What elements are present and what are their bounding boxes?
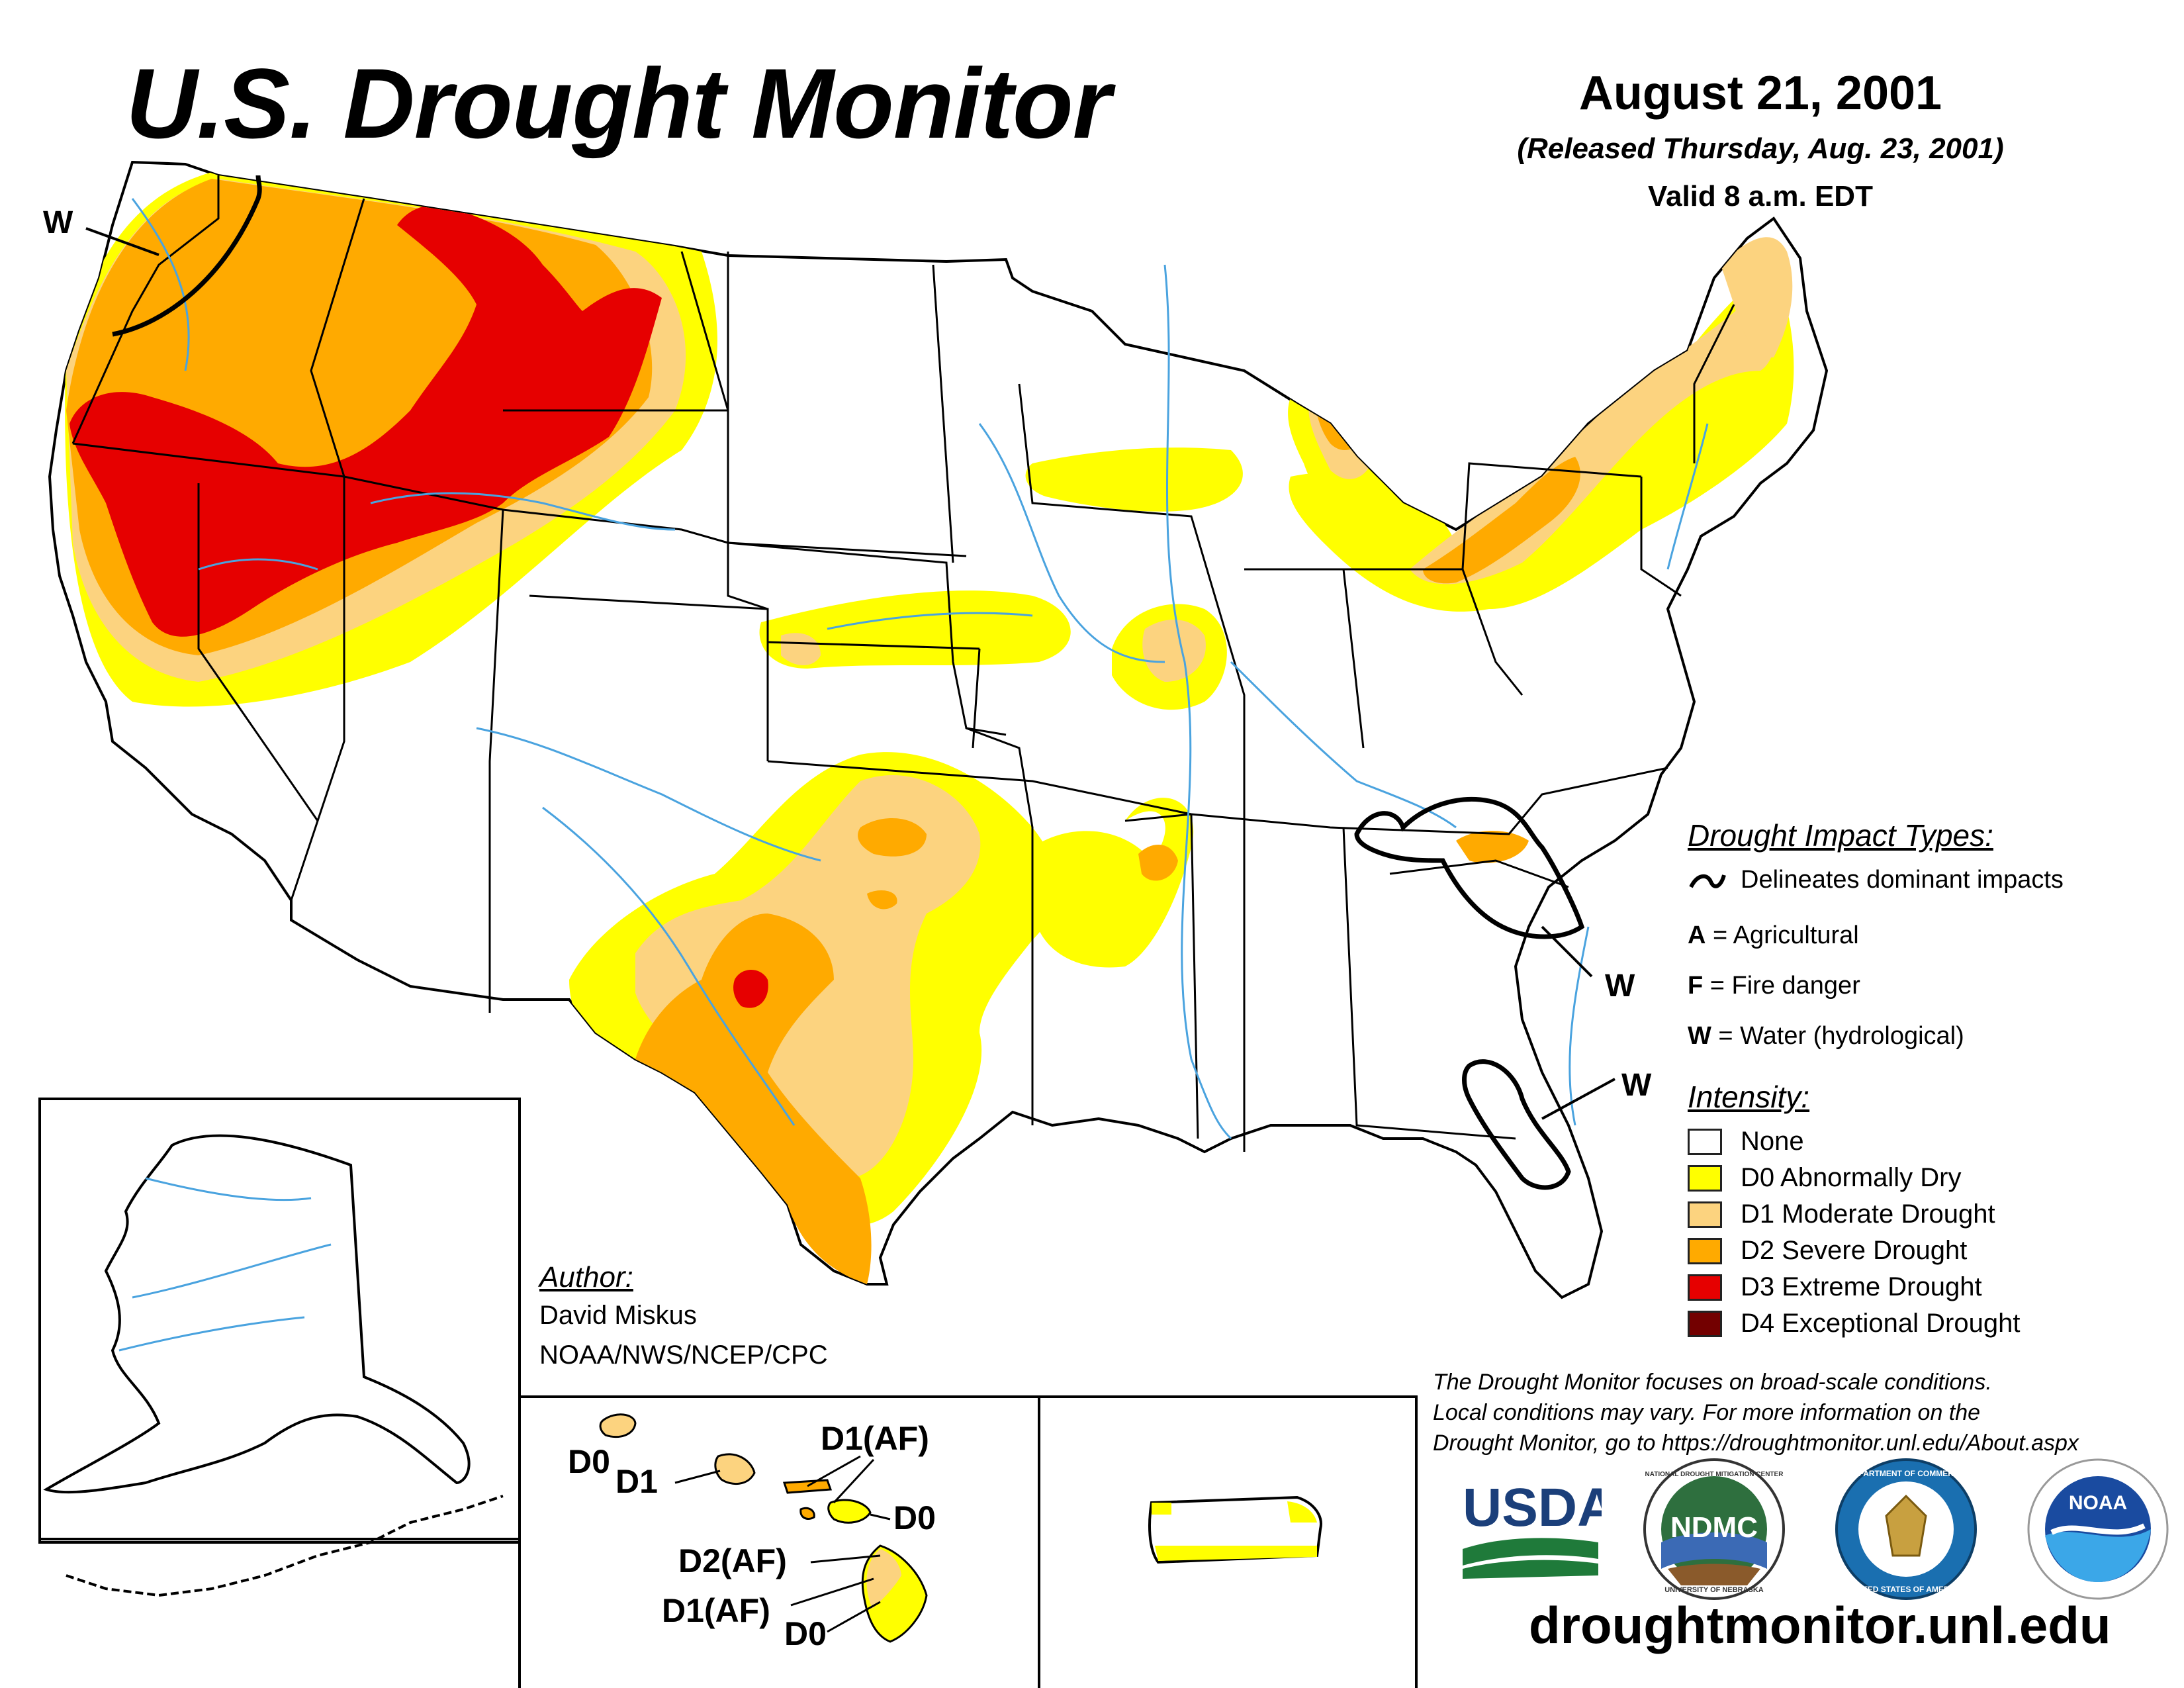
usda-logo: USDA (1463, 1477, 1602, 1579)
w-leader-carolinas (1541, 925, 1593, 978)
d2-oklahoma-area (858, 818, 927, 857)
intensity-label-d1: D1 Moderate Drought (1741, 1199, 1995, 1229)
hawaii-label-molokai: D1(AF) (821, 1420, 929, 1457)
intensity-label-d4: D4 Exceptional Drought (1741, 1309, 2021, 1338)
website-url: droughtmonitor.unl.edu (1529, 1596, 2111, 1654)
intensity-heading: Intensity: (1688, 1080, 1810, 1114)
hawaii-inset-frame (518, 1395, 1040, 1688)
alaska-shape (43, 1134, 471, 1494)
d0-kansas-area (759, 590, 1071, 669)
w-leader-washington (85, 227, 159, 256)
d2-northeast-area (1423, 457, 1580, 584)
swatch-d2 (1688, 1238, 1722, 1264)
hawaii-label-oahu: D1 (615, 1463, 658, 1500)
impact-row-water: W = Water (hydrological) (1688, 1022, 1964, 1050)
rivers (131, 198, 1709, 1140)
d1-maine-area (1721, 237, 1793, 357)
swatch-d1 (1688, 1201, 1722, 1228)
hawaii-label-big-island-d1: D1(AF) (662, 1592, 770, 1629)
d0-arkansas-area (1032, 798, 1194, 968)
swatch-none (1688, 1129, 1722, 1155)
intensity-label-d0: D0 Abnormally Dry (1741, 1163, 1962, 1192)
svg-text:DEPARTMENT OF COMMERCE: DEPARTMENT OF COMMERCE (1847, 1469, 1964, 1478)
disclaimer: The Drought Monitor focuses on broad-sca… (1433, 1370, 2079, 1456)
impact-boundary-key-icon (1689, 874, 1726, 888)
impact-boundary-washington (112, 175, 262, 337)
intensity-label-none: None (1741, 1127, 1804, 1156)
swatch-d0 (1688, 1165, 1722, 1192)
hawaii-maui (827, 1499, 872, 1524)
hawaii-oahu (714, 1453, 756, 1485)
d2-carolina-area (1456, 831, 1529, 863)
svg-text:UNIVERSITY OF NEBRASKA: UNIVERSITY OF NEBRASKA (1664, 1586, 1764, 1594)
d1-iowa-area (1142, 620, 1206, 682)
map-title: U.S. Drought Monitor (126, 48, 1111, 159)
map-date: August 21, 2001 (1578, 67, 1942, 120)
d2-texas-area (635, 914, 872, 1284)
drought-areas (65, 172, 1794, 1284)
d2-oklahoma2-area (867, 890, 897, 910)
svg-text:USDA: USDA (1463, 1477, 1602, 1538)
hawaii-label-big-island-d0: D0 (784, 1615, 827, 1652)
author-org: NOAA/NWS/NCEP/CPC (539, 1340, 828, 1370)
svg-text:NDMC: NDMC (1670, 1511, 1758, 1544)
noaa-logo: NOAA (2027, 1458, 2169, 1600)
hawaii-label-kauai: D0 (568, 1443, 610, 1480)
d1-northeast-area (1410, 291, 1776, 585)
state-boundaries (71, 175, 1735, 1152)
intensity-label-d3: D3 Extreme Drought (1741, 1272, 1982, 1301)
impact-delineates-text: Delineates dominant impacts (1741, 866, 2064, 894)
author-heading: Author: (539, 1261, 633, 1293)
hawaii-molokai (782, 1479, 833, 1494)
doc-logo: DEPARTMENT OF COMMERCE UNITED STATES OF … (1835, 1458, 1977, 1600)
release-date: (Released Thursday, Aug. 23, 2001) (1517, 132, 2004, 165)
w-label-florida: W (1621, 1068, 1652, 1103)
impact-boundary-carolinas (1354, 796, 1585, 939)
hawaii-label-lanai: D2(AF) (678, 1542, 787, 1579)
valid-time: Valid 8 a.m. EDT (1648, 180, 1873, 212)
swatch-d3 (1688, 1274, 1722, 1301)
w-leader-florida (1541, 1078, 1615, 1120)
svg-text:UNITED STATES OF AMERICA: UNITED STATES OF AMERICA (1849, 1585, 1964, 1594)
w-label-washington: W (43, 205, 73, 240)
impact-boundaries (112, 175, 1585, 1190)
impact-row-agricultural: A = Agricultural (1688, 921, 1859, 949)
d2-arkansas-area (1138, 845, 1178, 881)
impact-boundary-florida (1462, 1059, 1571, 1190)
d1-kansas-area (781, 633, 821, 665)
hawaii-lanai (799, 1507, 815, 1520)
d3-northwest-area (69, 205, 662, 637)
svg-text:NOAA: NOAA (2069, 1492, 2127, 1514)
swatch-d4 (1688, 1311, 1722, 1337)
d0-northeast-area (1289, 265, 1794, 612)
impact-row-fire: F = Fire danger (1688, 972, 1860, 1000)
hawaii-kauai (599, 1413, 637, 1438)
ndmc-logo: NDMC NATIONAL DROUGHT MITIGATION CENTER … (1643, 1458, 1785, 1600)
svg-text:NATIONAL DROUGHT MITIGATION CE: NATIONAL DROUGHT MITIGATION CENTER (1645, 1471, 1784, 1478)
impact-types-heading: Drought Impact Types: (1688, 818, 1993, 853)
d3-texas-area (733, 970, 768, 1008)
hawaii-label-maui: D0 (893, 1499, 936, 1536)
w-label-carolinas: W (1605, 968, 1635, 1004)
intensity-label-d2: D2 Severe Drought (1741, 1236, 1968, 1265)
author-name: David Miskus (539, 1301, 697, 1330)
d0-wisconsin-area (1025, 447, 1243, 512)
